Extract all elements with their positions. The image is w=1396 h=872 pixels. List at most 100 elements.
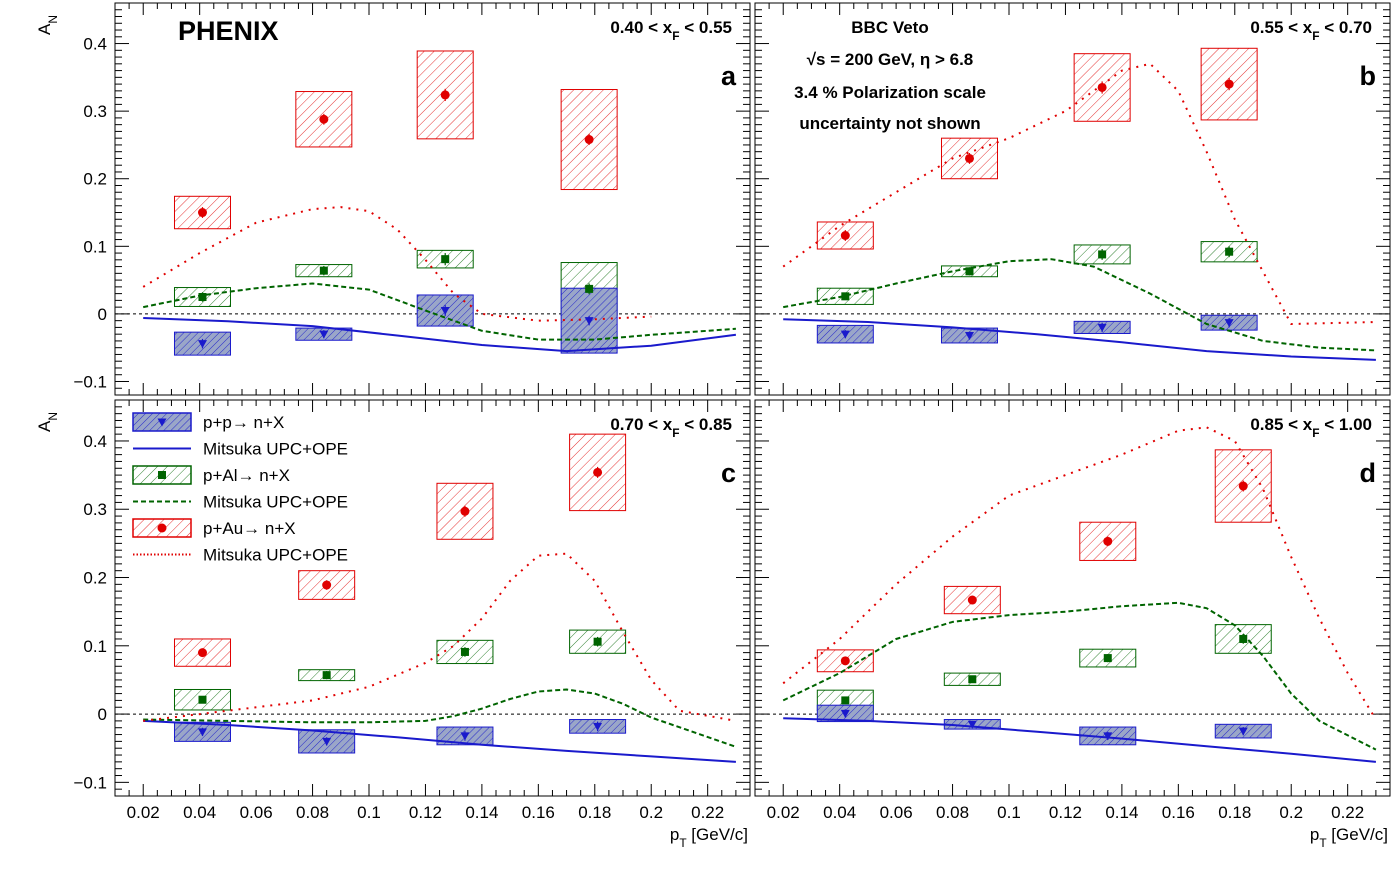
- pAu-data-point: [1097, 82, 1107, 92]
- pp-data-point: [440, 307, 450, 316]
- x-tick-label: 0.04: [183, 803, 216, 822]
- y-tick-label: 0.1: [83, 637, 107, 656]
- y-axis-title: AN: [35, 15, 60, 35]
- pAu-data-point: [322, 580, 332, 590]
- y-tick-label: 0: [98, 305, 107, 324]
- pp-data-point: [460, 732, 470, 741]
- xf-range-label: 0.55 < xF < 0.70: [1250, 18, 1372, 43]
- x-tick-label: 0.14: [1105, 803, 1138, 822]
- pAl-data-point: [460, 647, 469, 656]
- legend-label: p+Al→ n+X: [203, 466, 290, 485]
- pAl-data-point: [322, 671, 331, 680]
- pp-data-point: [319, 330, 329, 339]
- pp-data-point: [967, 720, 977, 729]
- legend: p+p→ n+X Mitsuka UPC+OPE p+Al→ n+X Mitsuka …: [132, 412, 348, 565]
- xf-range-label: 0.85 < xF < 1.00: [1250, 415, 1372, 440]
- y-tick-label: −0.1: [73, 372, 107, 391]
- x-tick-label: 0.06: [240, 803, 273, 822]
- panel-c: −0.1 0 0.1 0.2 0.3 0.4 0.02 0.04 0.06 0.08 0.1 0.12…: [35, 399, 751, 850]
- y-axis-title: AN: [35, 412, 60, 432]
- x-tick-label: 0.04: [823, 803, 856, 822]
- pAl-data-point: [585, 284, 594, 293]
- pAu-sys-box: [816, 221, 874, 250]
- pAl-data-point: [198, 293, 207, 301]
- pAl-data-point: [198, 695, 207, 704]
- xf-range-label: 0.40 < xF < 0.55: [610, 18, 732, 43]
- pp-model-curve: [783, 318, 1376, 361]
- pAl-data-point: [1103, 654, 1112, 663]
- pp-model-curve: [143, 719, 736, 763]
- pAu-model-curve: [782, 426, 1377, 721]
- x-tick-label: 0.12: [1049, 803, 1082, 822]
- x-tick-label: 0.12: [409, 803, 442, 822]
- x-tick-label: 0.22: [691, 803, 724, 822]
- pAl-data-point: [968, 675, 977, 684]
- panel-letter: b: [1360, 61, 1377, 91]
- pp-data-point: [1224, 319, 1234, 328]
- pAu-data-point: [1238, 481, 1248, 491]
- pp-data-point: [1097, 323, 1107, 332]
- x-tick-label: 0.02: [127, 803, 160, 822]
- pAl-data-point: [841, 696, 850, 705]
- note-line-2: √s = 200 GeV, η > 6.8: [807, 50, 974, 69]
- pAu-data-point: [460, 506, 470, 516]
- x-tick-label: 0.08: [296, 803, 329, 822]
- x-tick-label: 0.16: [1162, 803, 1195, 822]
- panel-a: −0.1 0 0.1 0.2 0.3 0.4 AN 0.40 < xF < 0.55 a: [35, 2, 751, 396]
- x-tick-label: 0.08: [936, 803, 969, 822]
- pAu-data-point: [197, 648, 207, 658]
- pAl-model-curve: [783, 258, 1376, 352]
- pAu-model-curve: [143, 552, 737, 722]
- pAu-data-point: [440, 90, 450, 100]
- panel-letter: d: [1360, 458, 1377, 488]
- note-line-3: 3.4 % Polarization scale: [794, 83, 986, 102]
- pAl-data-point: [841, 292, 850, 301]
- pAl-data-point: [1225, 247, 1234, 256]
- pAl-data-point: [441, 255, 450, 264]
- legend-marker-circle: [157, 523, 167, 533]
- legend-marker-triangle: [157, 418, 167, 427]
- pAu-data-point: [319, 114, 329, 124]
- x-tick-label: 0.18: [578, 803, 611, 822]
- y-tick-label: −0.1: [73, 773, 107, 792]
- pp-data-point: [964, 332, 974, 341]
- xf-range-label: 0.70 < xF < 0.85: [610, 415, 732, 440]
- panel-letter: a: [721, 61, 737, 91]
- pAl-data-point: [965, 267, 974, 276]
- pp-data-point: [1238, 727, 1248, 736]
- legend-label: p+p→ n+X: [203, 413, 284, 432]
- x-tick-label: 0.2: [639, 803, 663, 822]
- y-tick-label: 0.1: [83, 237, 107, 256]
- x-tick-label: 0.14: [465, 803, 498, 822]
- note-line-1: BBC Veto: [851, 18, 928, 37]
- legend-label: p+Au→ n+X: [203, 519, 296, 538]
- panel-letter: c: [721, 458, 736, 488]
- x-tick-label: 0.1: [997, 803, 1021, 822]
- y-tick-label: 0.3: [83, 500, 107, 519]
- y-tick-label: 0.4: [83, 35, 107, 54]
- pAl-data-point: [319, 266, 328, 275]
- x-tick-label: 0.2: [1279, 803, 1303, 822]
- y-tick-label: 0.2: [83, 170, 107, 189]
- pAu-sys-box: [295, 91, 353, 148]
- brand-label: PHENIX: [178, 16, 279, 46]
- x-tick-label: 0.06: [880, 803, 913, 822]
- pp-data-point: [840, 709, 850, 718]
- panel-b: 0.55 < xF < 0.70 b: [754, 2, 1391, 396]
- legend-marker-square: [158, 471, 166, 479]
- pp-sys-box: [560, 287, 618, 354]
- x-tick-label: 0.02: [767, 803, 800, 822]
- x-tick-label: 0.18: [1218, 803, 1251, 822]
- x-axis-title: pT [GeV/c]: [1310, 825, 1388, 850]
- pp-data-point: [840, 330, 850, 339]
- pAu-data-point: [1224, 79, 1234, 89]
- pp-model-curve: [143, 317, 737, 353]
- pAl-model-curve: [143, 282, 736, 341]
- pAl-model-curve: [782, 601, 1377, 751]
- x-tick-label: 0.1: [357, 803, 381, 822]
- pAu-model-curve: [142, 206, 652, 322]
- legend-label: Mitsuka UPC+OPE: [203, 493, 348, 512]
- y-tick-label: 0: [98, 705, 107, 724]
- x-tick-label: 0.16: [522, 803, 555, 822]
